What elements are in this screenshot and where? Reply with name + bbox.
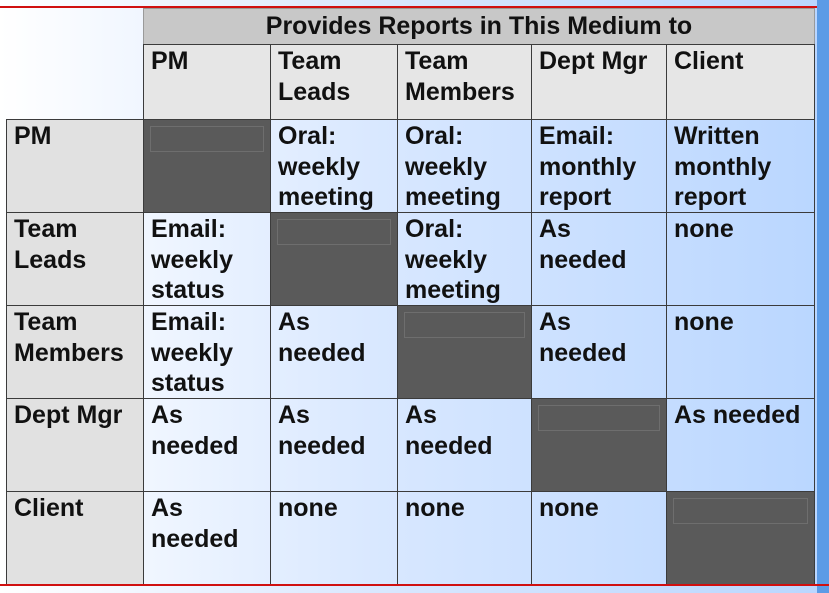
col-header-pm: PM <box>143 44 271 120</box>
row-header-team-leads: Team Leads <box>6 212 144 306</box>
col-header-dept-mgr: Dept Mgr <box>531 44 667 120</box>
cell-team-leads-pm: Email: weekly status <box>143 212 271 306</box>
cell-team-members-pm: Email: weekly status <box>143 305 271 399</box>
cell-dept-mgr-pm: As needed <box>143 398 271 492</box>
col-header-team-leads: Team Leads <box>270 44 398 120</box>
col-header-client: Client <box>666 44 815 120</box>
blocked-cell <box>531 398 667 492</box>
cell-team-members-dept-mgr: As needed <box>531 305 667 399</box>
cell-client-team-members: none <box>397 491 532 585</box>
col-header-team-members: Team Members <box>397 44 532 120</box>
row-header-client: Client <box>6 491 144 585</box>
cell-team-leads-dept-mgr: As needed <box>531 212 667 306</box>
blocked-cell <box>143 119 271 213</box>
cell-pm-dept-mgr: Email: monthly report <box>531 119 667 213</box>
blocked-cell <box>666 491 815 585</box>
cell-pm-client: Written monthly report <box>666 119 815 213</box>
cell-team-leads-team-members: Oral: weekly meeting <box>397 212 532 306</box>
row-header-pm: PM <box>6 119 144 213</box>
cell-team-members-client: none <box>666 305 815 399</box>
cell-pm-team-members: Oral: weekly meeting <box>397 119 532 213</box>
blocked-cell <box>397 305 532 399</box>
cell-team-leads-client: none <box>666 212 815 306</box>
bottom-red-rule <box>0 584 829 586</box>
cell-client-pm: As needed <box>143 491 271 585</box>
row-header-team-members: Team Members <box>6 305 144 399</box>
top-red-rule <box>0 6 829 8</box>
cell-client-dept-mgr: none <box>531 491 667 585</box>
cell-dept-mgr-team-members: As needed <box>397 398 532 492</box>
cell-team-members-team-leads: As needed <box>270 305 398 399</box>
blocked-cell <box>270 212 398 306</box>
cell-dept-mgr-client: As needed <box>666 398 815 492</box>
row-header-dept-mgr: Dept Mgr <box>6 398 144 492</box>
cell-pm-team-leads: Oral: weekly meeting <box>270 119 398 213</box>
table-title: Provides Reports in This Medium to <box>143 8 815 45</box>
right-accent-bar <box>817 0 829 593</box>
cell-client-team-leads: none <box>270 491 398 585</box>
cell-dept-mgr-team-leads: As needed <box>270 398 398 492</box>
